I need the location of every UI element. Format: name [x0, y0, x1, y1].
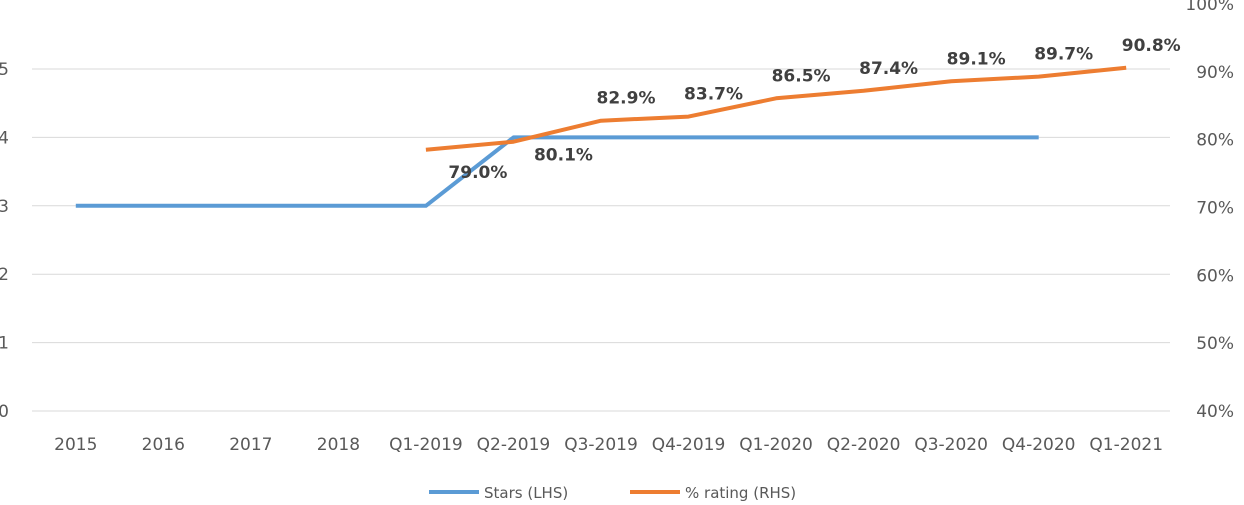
legend: Stars (LHS) % rating (RHS) [429, 484, 796, 502]
right-y-axis: 40% 50% 60% 70% 80% 90% 100% [1185, 0, 1234, 422]
data-label: 87.4% [859, 59, 918, 79]
stars-series-line [75, 135, 1039, 208]
data-label: 79.0% [448, 163, 507, 183]
right-tick-label: 60% [1196, 266, 1234, 286]
left-tick-label: 3 [0, 197, 9, 217]
left-tick-label: 2 [0, 265, 9, 285]
right-tick-label: 80% [1196, 131, 1234, 151]
right-tick-label: 100% [1185, 0, 1234, 15]
left-tick-label: 4 [0, 128, 9, 148]
left-tick-label: 0 [0, 402, 9, 422]
left-tick-label: 1 [0, 334, 9, 354]
x-tick-label: 2017 [229, 435, 272, 455]
data-label: 80.1% [534, 146, 593, 166]
data-label: 89.1% [947, 49, 1006, 69]
data-label: 90.8% [1122, 36, 1181, 56]
x-tick-label: Q1-2021 [1089, 435, 1163, 455]
x-tick-label: Q1-2019 [389, 435, 463, 455]
rating-series-line [425, 65, 1127, 152]
right-tick-label: 70% [1196, 199, 1234, 219]
left-y-axis: 0 1 2 3 4 5 [0, 60, 9, 422]
left-tick-label: 5 [0, 60, 9, 80]
data-labels: 79.0% 80.1% 82.9% 83.7% 86.5% 87.4% 89.1% 89.7%… [448, 36, 1180, 183]
x-tick-label: Q4-2020 [1002, 435, 1076, 455]
x-tick-label: Q3-2019 [564, 435, 638, 455]
legend-label-stars: Stars (LHS) [484, 484, 568, 502]
data-label: 89.7% [1034, 45, 1093, 65]
x-tick-label: Q2-2020 [827, 435, 901, 455]
data-label: 83.7% [684, 85, 743, 105]
x-tick-label: 2015 [54, 435, 97, 455]
x-axis: 2015 2016 2017 2018 Q1-2019 Q2-2019 Q3-2019 Q4-… [54, 435, 1163, 455]
data-label: 82.9% [597, 89, 656, 109]
series-lines [75, 65, 1127, 208]
x-tick-label: 2018 [317, 435, 360, 455]
right-tick-label: 40% [1196, 402, 1234, 422]
x-tick-label: Q4-2019 [652, 435, 726, 455]
x-tick-label: 2016 [142, 435, 185, 455]
x-tick-label: Q1-2020 [739, 435, 813, 455]
x-tick-label: Q2-2019 [477, 435, 551, 455]
x-tick-label: Q3-2020 [914, 435, 988, 455]
right-tick-label: 50% [1196, 334, 1234, 354]
right-tick-label: 90% [1196, 63, 1234, 83]
legend-label-rating: % rating (RHS) [685, 484, 796, 502]
data-label: 86.5% [772, 66, 831, 86]
